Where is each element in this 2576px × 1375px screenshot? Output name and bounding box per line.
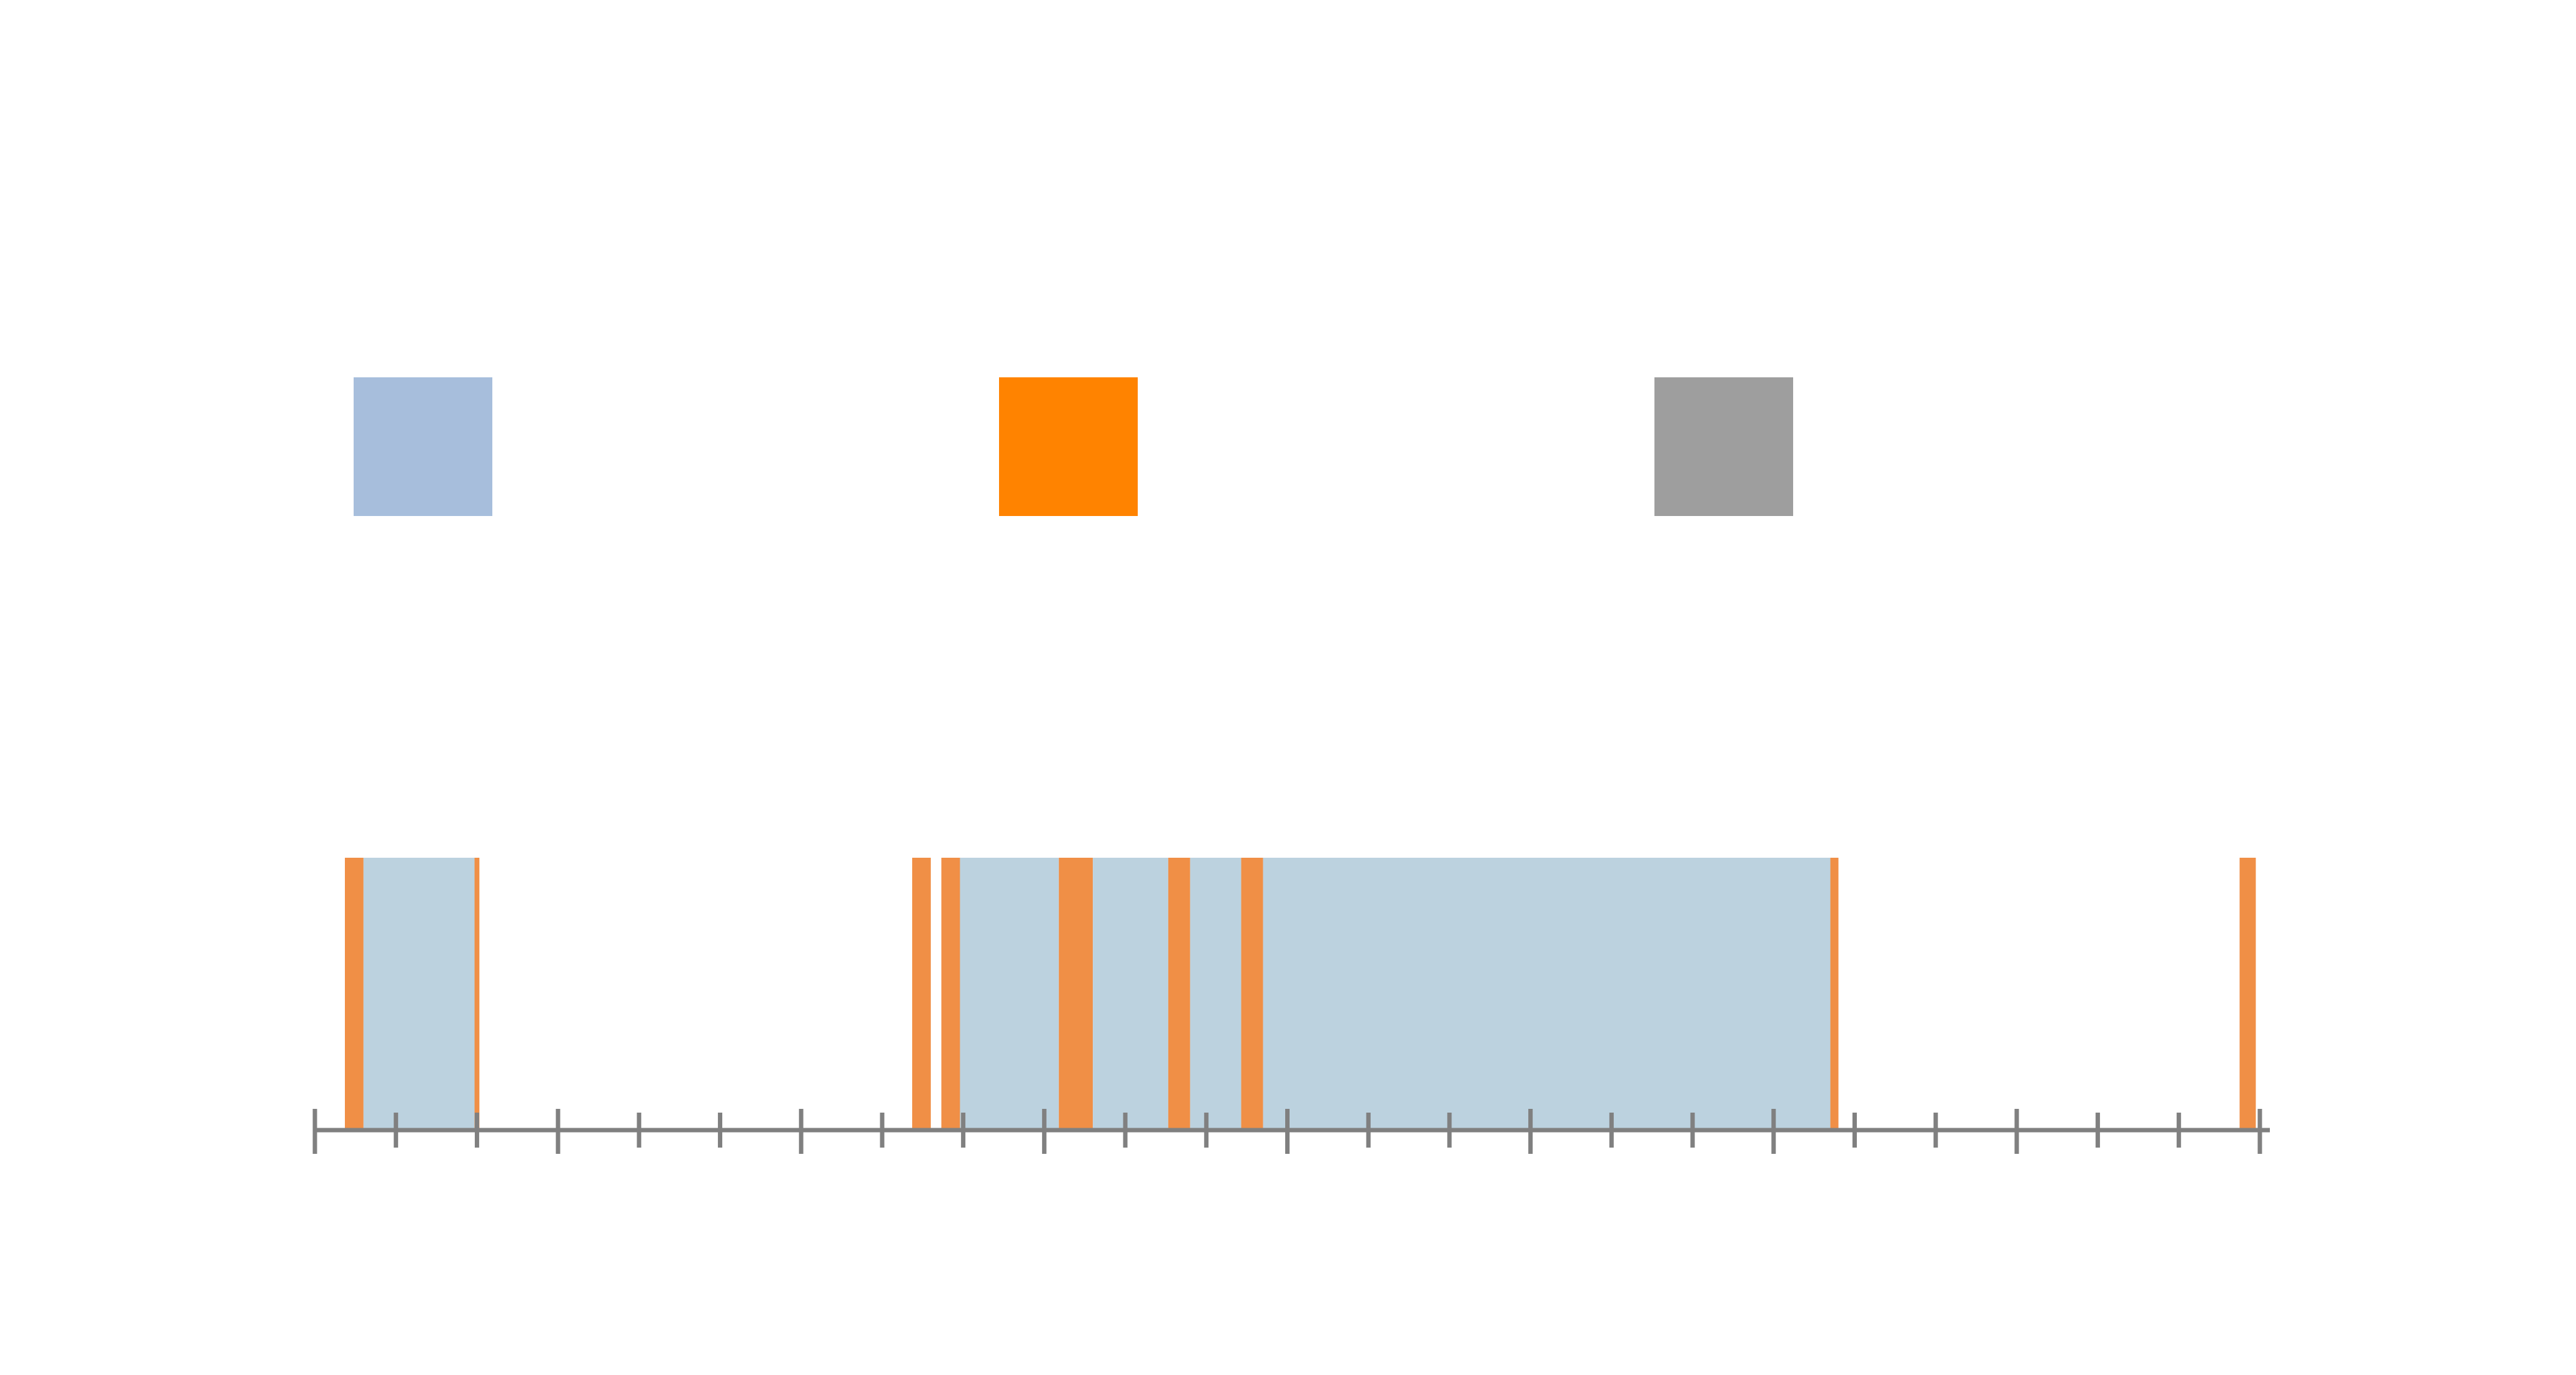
timeline-segment-6 — [960, 858, 1059, 1130]
legend-swatch-2 — [999, 377, 1138, 516]
timeline-segment-12 — [1263, 858, 1831, 1130]
legend — [354, 377, 1793, 516]
timeline-segment-13 — [1830, 858, 1839, 1130]
timeline-segment-8 — [1093, 858, 1168, 1130]
timeline-segment-1 — [344, 858, 364, 1130]
x-axis — [312, 1109, 2270, 1154]
timeline-segments — [344, 858, 2256, 1130]
timeline-segment-10 — [1190, 858, 1241, 1130]
timeline-segment-11 — [1241, 858, 1263, 1130]
timeline-segment-14 — [2239, 858, 2256, 1130]
timeline-segment-3 — [474, 858, 480, 1130]
timeline-segment-5 — [941, 858, 960, 1130]
timeline-segment-2 — [363, 858, 475, 1130]
legend-swatch-3 — [1654, 377, 1793, 516]
timeline-segment-7 — [1058, 858, 1093, 1130]
legend-swatch-1 — [354, 377, 492, 516]
timeline-segment-4 — [912, 858, 931, 1130]
timeline-segment-9 — [1168, 858, 1190, 1130]
